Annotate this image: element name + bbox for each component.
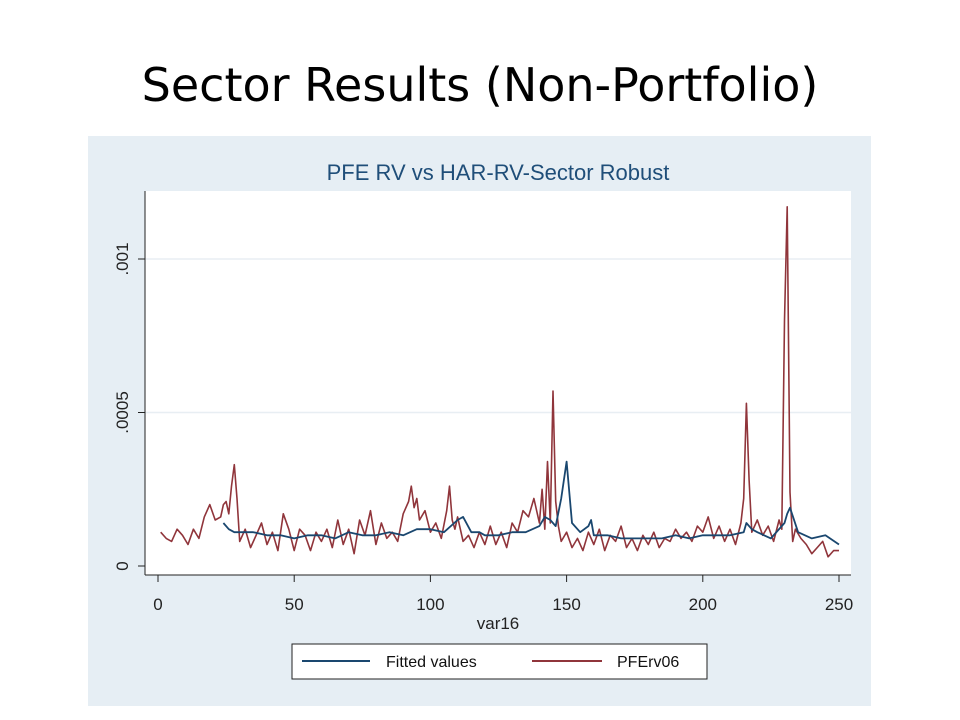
x-tick-label: 0 [153,595,162,614]
y-axis-ticks: 0 .0005 .001 [113,242,145,571]
y-tick-label: .001 [113,242,132,275]
x-tick-label: 100 [416,595,444,614]
legend-label-pferv06: PFErv06 [617,654,679,671]
gridlines [145,258,851,414]
y-tick-label: 0 [113,561,132,570]
x-tick-label: 150 [552,595,580,614]
slide-title: Sector Results (Non-Portfolio) [141,58,819,112]
x-axis-ticks: 0 50 100 150 200 250 [153,575,853,614]
y-tick-label: .0005 [113,391,132,434]
x-axis-title: var16 [477,614,520,633]
x-tick-label: 50 [285,595,304,614]
series-layer [160,206,840,558]
plot-area [145,191,851,575]
legend-label-fitted-values: Fitted values [386,654,477,671]
x-tick-label: 250 [825,595,853,614]
series-line-fitted-values [222,460,840,546]
x-tick-label: 200 [689,595,717,614]
legend: Fitted values PFErv06 [291,643,708,680]
chart-title: PFE RV vs HAR-RV-Sector Robust [327,160,670,185]
